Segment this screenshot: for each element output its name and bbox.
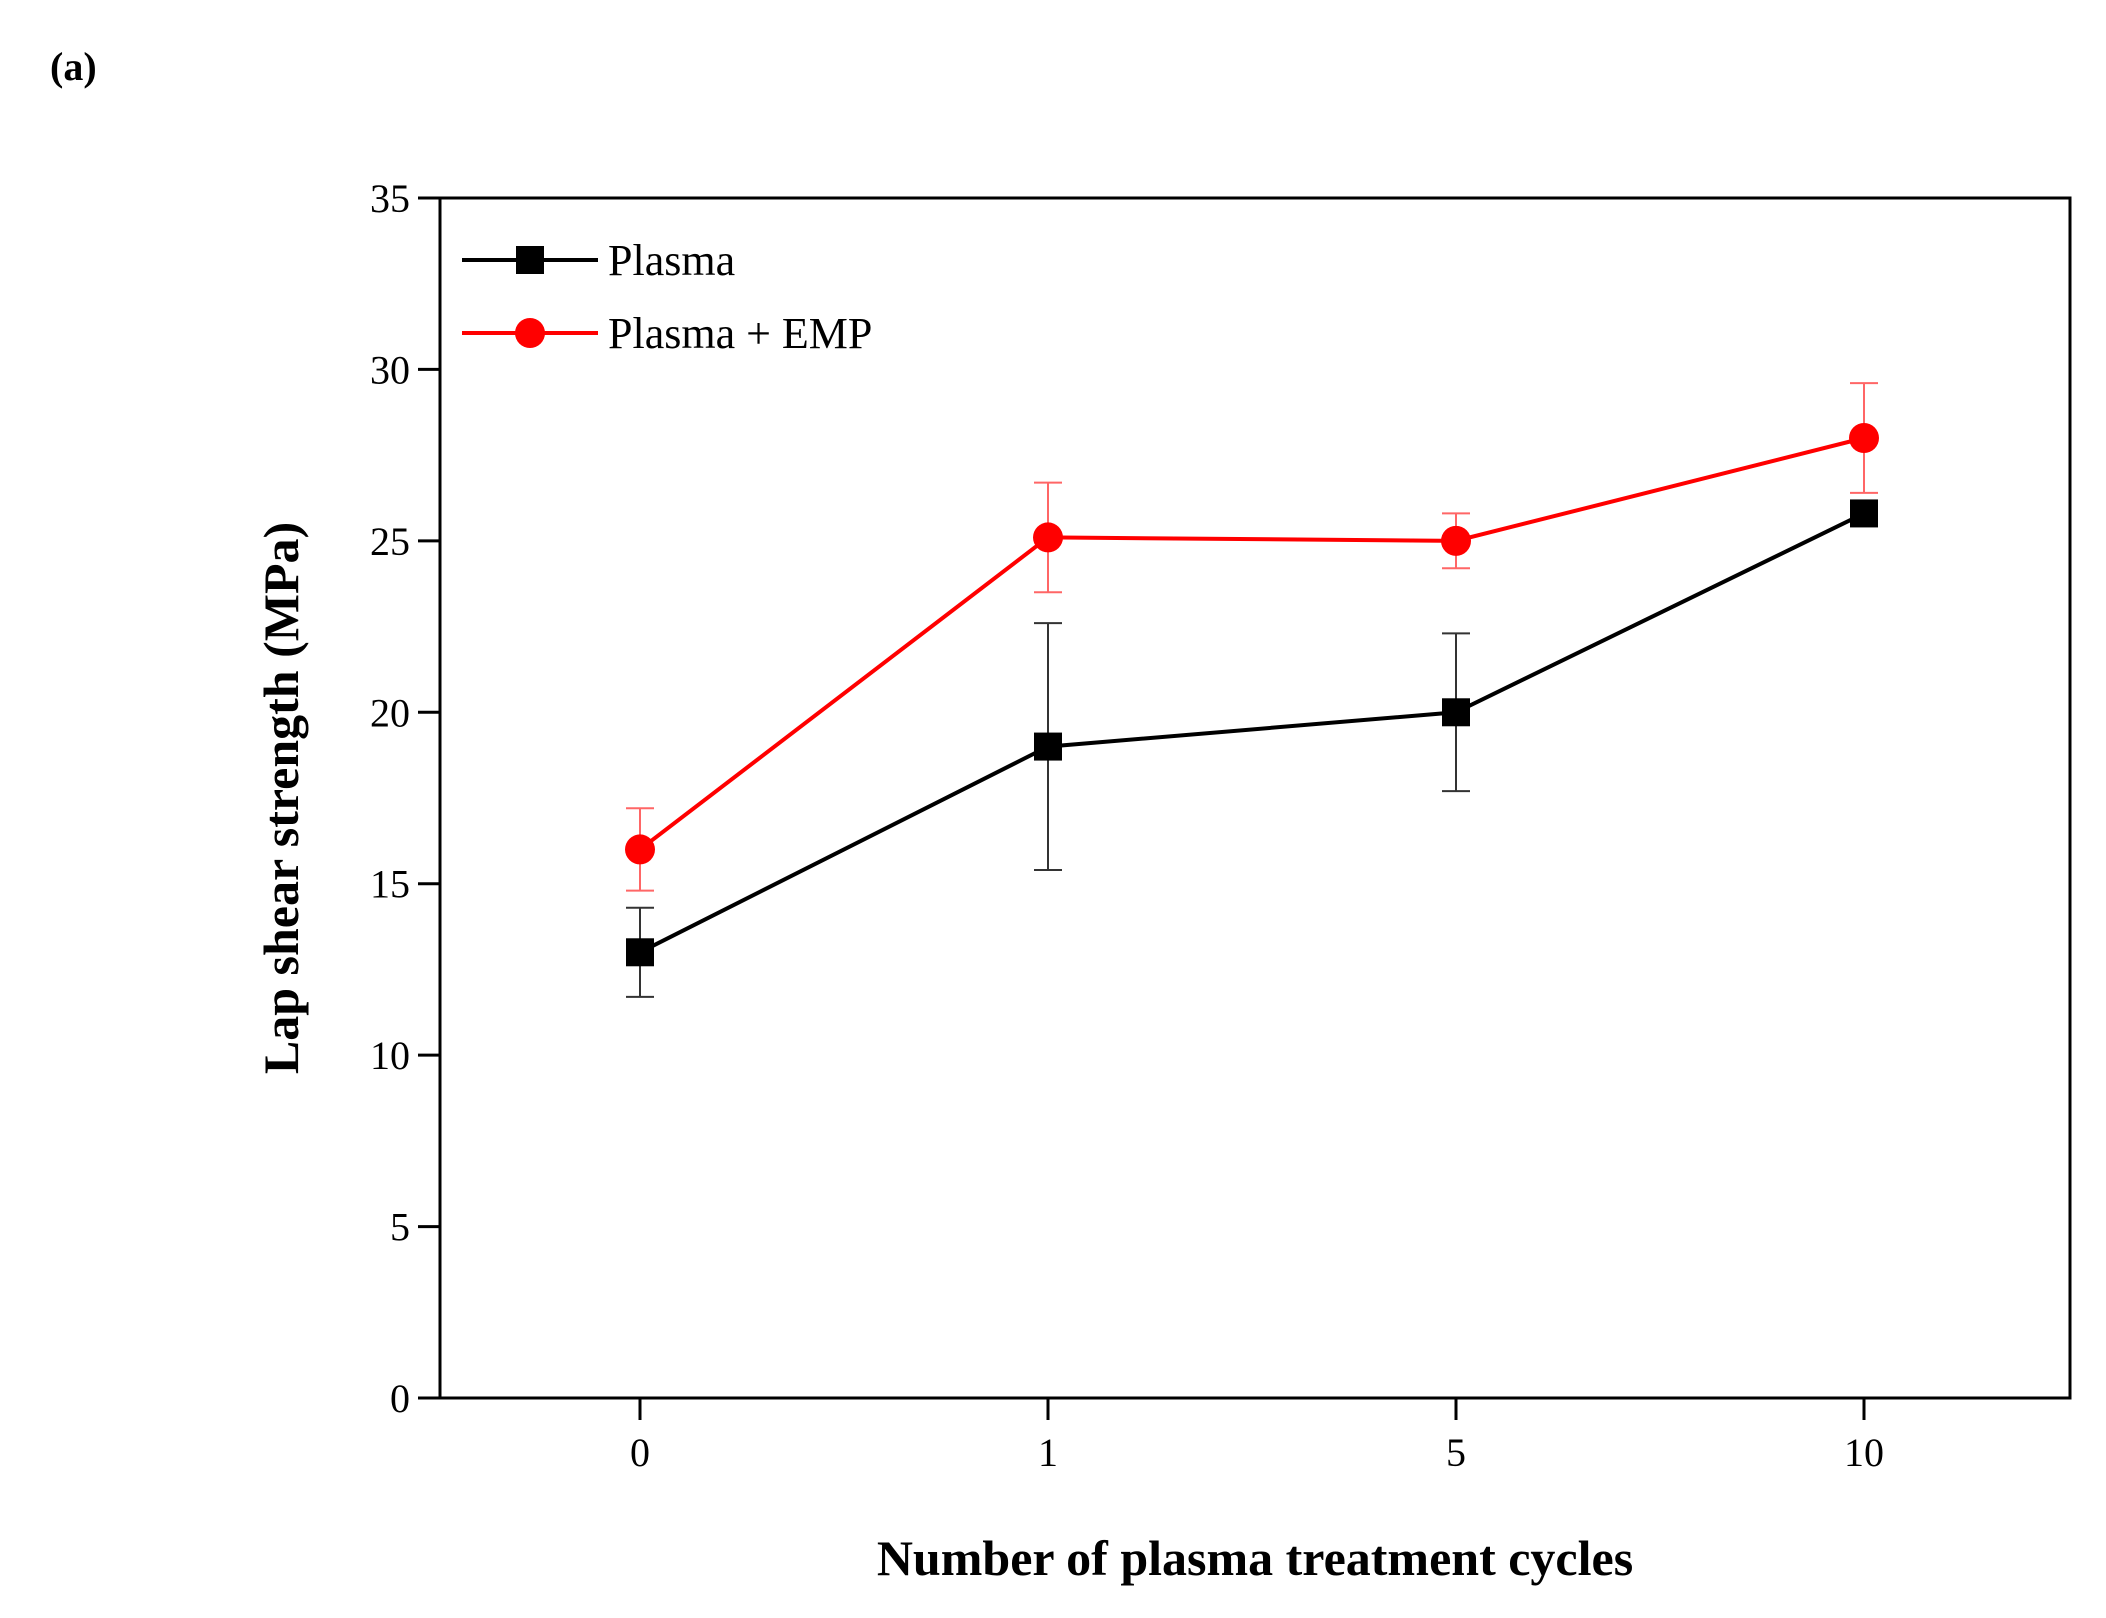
data-point	[1033, 522, 1063, 553]
y-tick-label: 15	[370, 862, 410, 907]
y-tick-label: 30	[370, 347, 410, 392]
x-tick-label: 1	[1038, 1430, 1058, 1475]
legend-label: Plasma + EMP	[608, 309, 872, 358]
series-line	[639, 511, 1865, 955]
legend-marker	[516, 246, 544, 274]
data-point	[1850, 499, 1878, 528]
y-axis: 0 5 10 15 20 25 30 35	[370, 176, 440, 1421]
y-tick-label: 20	[370, 690, 410, 735]
panel-label: (a)	[50, 44, 97, 89]
data-point	[1442, 698, 1470, 727]
plot-frame	[438, 196, 2072, 1400]
legend: Plasma Plasma + EMP	[462, 236, 872, 358]
y-tick-label: 0	[390, 1376, 410, 1421]
y-tick-label: 5	[390, 1205, 410, 1250]
data-point	[1034, 732, 1062, 761]
x-axis: 0 1 5 10	[630, 1398, 1884, 1475]
x-tick-label: 0	[630, 1430, 650, 1475]
legend-label: Plasma	[608, 236, 735, 285]
y-axis-title: Lap shear strength (MPa)	[253, 522, 309, 1074]
y-tick-label: 35	[370, 176, 410, 221]
series-line	[638, 436, 1865, 852]
x-tick-label: 5	[1446, 1430, 1466, 1475]
x-tick-label: 10	[1844, 1430, 1884, 1475]
data-point	[625, 834, 655, 865]
series-plasma	[626, 499, 1878, 998]
data-point	[1441, 525, 1471, 556]
series-plasma-emp	[625, 382, 1879, 892]
data-point	[1849, 423, 1879, 453]
y-tick-label: 25	[370, 519, 410, 564]
data-point	[626, 938, 654, 967]
legend-marker	[515, 318, 545, 348]
x-axis-title: Number of plasma treatment cycles	[877, 1530, 1633, 1586]
y-tick-label: 10	[370, 1033, 410, 1078]
series-layer	[625, 382, 1879, 998]
